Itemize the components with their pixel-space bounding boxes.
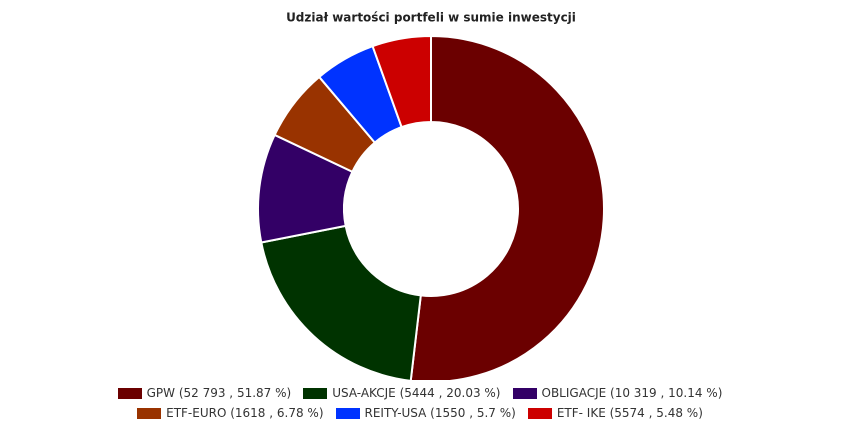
legend-swatch bbox=[137, 407, 162, 419]
legend-item[interactable]: USA-AKCJE (5444 , 20.03 %) bbox=[303, 386, 501, 400]
chart: Udział wartości portfeli w sumie inwesty… bbox=[257, 11, 606, 380]
legend-swatch bbox=[335, 407, 360, 419]
legend-item[interactable]: ETF- IKE (5574 , 5.48 %) bbox=[527, 406, 703, 420]
donut-slice bbox=[409, 34, 606, 380]
legend-label: ETF- IKE (5574 , 5.48 %) bbox=[556, 406, 703, 420]
legend-swatch bbox=[303, 387, 328, 399]
legend-item[interactable]: GPW (52 793 , 51.87 %) bbox=[117, 386, 292, 400]
legend-swatch bbox=[527, 407, 552, 419]
legend-label: REITY-USA (1550 , 5.7 %) bbox=[364, 406, 516, 420]
legend-item[interactable]: OBLIGACJE (10 319 , 10.14 %) bbox=[512, 386, 723, 400]
legend: GPW (52 793 , 51.87 %) USA-AKCJE (5444 , … bbox=[25, 386, 815, 420]
donut-slice bbox=[371, 34, 432, 129]
chart-title: Udział wartości portfeli w sumie inwesty… bbox=[286, 11, 576, 25]
legend-swatch bbox=[512, 387, 537, 399]
legend-item[interactable]: ETF-EURO (1618 , 6.78 %) bbox=[137, 406, 324, 420]
legend-label: USA-AKCJE (5444 , 20.03 %) bbox=[332, 386, 501, 400]
legend-label: OBLIGACJE (10 319 , 10.14 %) bbox=[541, 386, 723, 400]
legend-label: ETF-EURO (1618 , 6.78 %) bbox=[166, 406, 324, 420]
donut-slice bbox=[260, 224, 422, 380]
legend-label: GPW (52 793 , 51.87 %) bbox=[146, 386, 292, 400]
legend-item[interactable]: REITY-USA (1550 , 5.7 %) bbox=[335, 406, 516, 420]
legend-swatch bbox=[117, 387, 142, 399]
